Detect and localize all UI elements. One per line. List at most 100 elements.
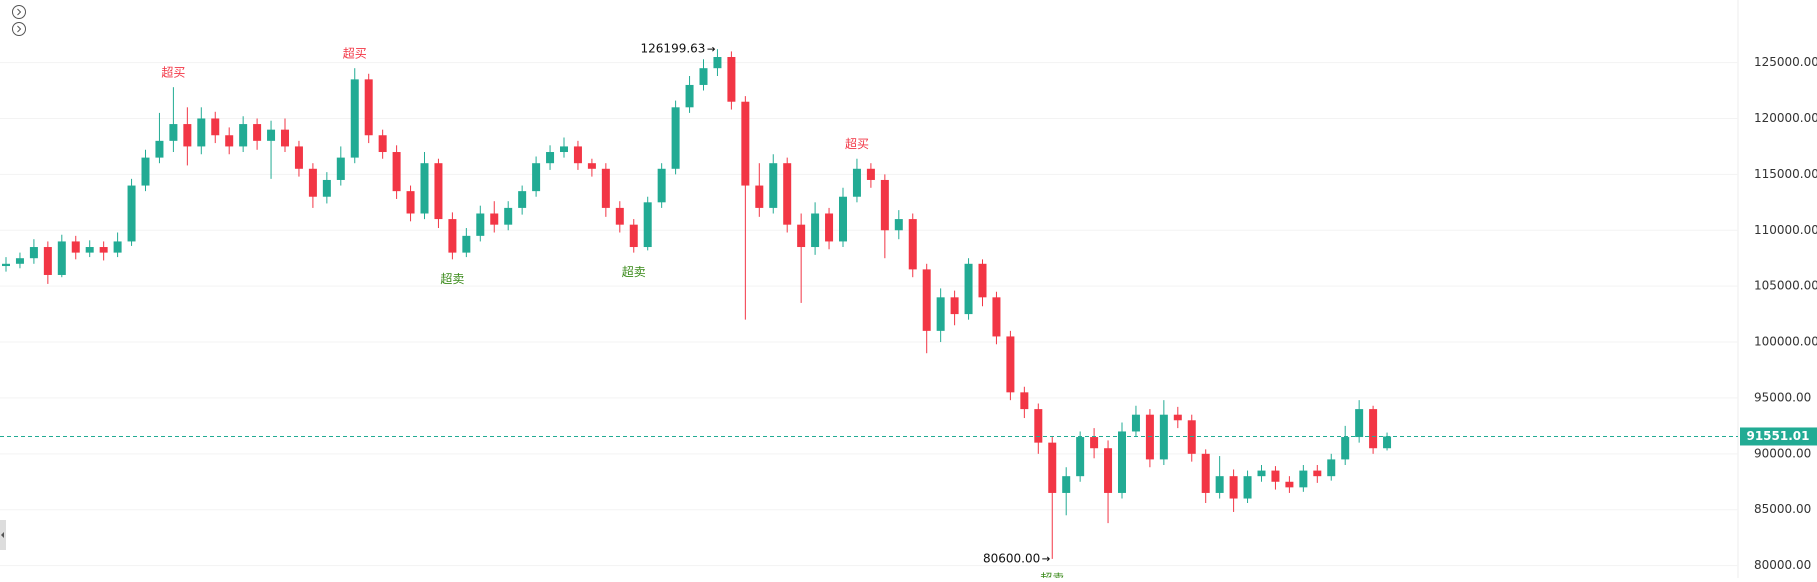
candle-body xyxy=(769,163,778,208)
candle-body xyxy=(504,207,513,225)
candle-body xyxy=(839,196,847,242)
candle-body xyxy=(880,179,889,231)
candle-body xyxy=(141,157,150,186)
candle-body xyxy=(1257,470,1266,477)
candle-body xyxy=(294,146,303,169)
candle-body xyxy=(1062,476,1071,493)
candle-body xyxy=(490,213,499,225)
min-arrow xyxy=(1042,556,1050,562)
candle-body xyxy=(1243,476,1252,499)
candle-body xyxy=(1271,470,1280,482)
candle-body xyxy=(350,79,359,158)
candle-body xyxy=(825,213,834,242)
candle-body xyxy=(462,235,471,253)
candle-body xyxy=(1215,476,1224,493)
candle-body xyxy=(950,297,959,315)
candle-body xyxy=(1369,409,1378,449)
min-price-label: 80600.00 xyxy=(983,551,1040,565)
candle-body xyxy=(1048,442,1057,493)
candle-body xyxy=(741,101,750,186)
candle-body xyxy=(197,118,206,147)
y-tick-label: 110000.00 xyxy=(1754,223,1817,237)
candle-body xyxy=(518,191,527,208)
candle-body xyxy=(113,241,122,253)
candle-body xyxy=(1383,436,1392,449)
candle-body xyxy=(1118,431,1126,493)
candle-body xyxy=(169,124,178,141)
candle-body xyxy=(71,241,80,253)
candle-body xyxy=(587,163,596,169)
candle-body xyxy=(1104,448,1113,493)
candle-body xyxy=(99,247,108,253)
candle-body xyxy=(1145,414,1154,460)
candle-body xyxy=(1201,453,1210,493)
candle-body xyxy=(322,179,331,197)
candle-body xyxy=(755,185,764,208)
candle-body xyxy=(253,124,262,141)
last-price-box xyxy=(1740,427,1817,446)
candle-body xyxy=(155,140,164,158)
candle-body xyxy=(908,219,917,270)
candle-body xyxy=(1285,481,1294,488)
candle-body xyxy=(85,247,94,253)
last-price-label: 91551.01 xyxy=(1746,429,1809,443)
y-tick-label: 100000.00 xyxy=(1754,335,1817,349)
candle-body xyxy=(685,84,694,108)
y-tick-label: 85000.00 xyxy=(1754,502,1811,516)
candle-body xyxy=(211,118,220,136)
y-tick-label: 105000.00 xyxy=(1754,279,1817,293)
candle-body xyxy=(992,297,1001,337)
candle-body xyxy=(1090,437,1099,449)
candle-body xyxy=(811,213,820,248)
candle-body xyxy=(239,124,248,147)
overbought-label: 超买 xyxy=(343,46,367,61)
candle-body xyxy=(183,124,192,147)
candle-body xyxy=(643,202,652,248)
candle-body xyxy=(2,263,10,267)
candle-body xyxy=(964,263,973,315)
candle-body xyxy=(1299,470,1308,488)
candle-body xyxy=(866,168,875,180)
candle-body xyxy=(29,247,38,259)
candle-body xyxy=(1355,409,1364,438)
candle-body xyxy=(15,258,24,264)
candle-body xyxy=(629,224,638,248)
candle-body xyxy=(448,219,457,253)
candle-body xyxy=(1187,420,1196,454)
candle-body xyxy=(532,163,541,192)
candle-body xyxy=(713,57,722,69)
oversold-label: 超卖 xyxy=(622,264,646,279)
candle-body xyxy=(420,163,429,214)
candle-body xyxy=(406,191,415,214)
overbought-label: 超买 xyxy=(845,136,869,151)
price-axis xyxy=(1738,0,1817,578)
candle-body xyxy=(43,247,52,275)
chevron-icon xyxy=(17,8,22,16)
collapse-buttons[interactable] xyxy=(12,5,26,36)
candle-body xyxy=(57,241,66,275)
candle-body xyxy=(573,146,582,164)
y-tick-label: 115000.00 xyxy=(1754,167,1817,181)
overbought-label: 超买 xyxy=(161,65,185,80)
candle-body xyxy=(727,57,736,102)
candle-body xyxy=(308,168,317,197)
candle-body xyxy=(852,168,861,197)
candle-body xyxy=(1076,437,1085,477)
candle-body xyxy=(1229,476,1238,499)
toggle-button[interactable] xyxy=(12,5,26,19)
oversold-label: 超卖 xyxy=(1040,570,1064,578)
candle-body xyxy=(364,79,373,136)
candle-body xyxy=(1034,409,1043,443)
candle-body xyxy=(560,146,568,153)
candle-body xyxy=(1131,414,1140,432)
toggle-button[interactable] xyxy=(12,22,26,36)
candle-body xyxy=(1006,336,1015,393)
candle-body xyxy=(783,163,792,225)
candle-body xyxy=(922,269,931,331)
candle-body xyxy=(1020,392,1029,410)
candle-body xyxy=(225,135,234,147)
max-price-label: 126199.63 xyxy=(641,42,706,56)
y-tick-label: 80000.00 xyxy=(1754,558,1811,572)
y-tick-label: 125000.00 xyxy=(1754,55,1817,69)
candle-body xyxy=(434,163,443,220)
